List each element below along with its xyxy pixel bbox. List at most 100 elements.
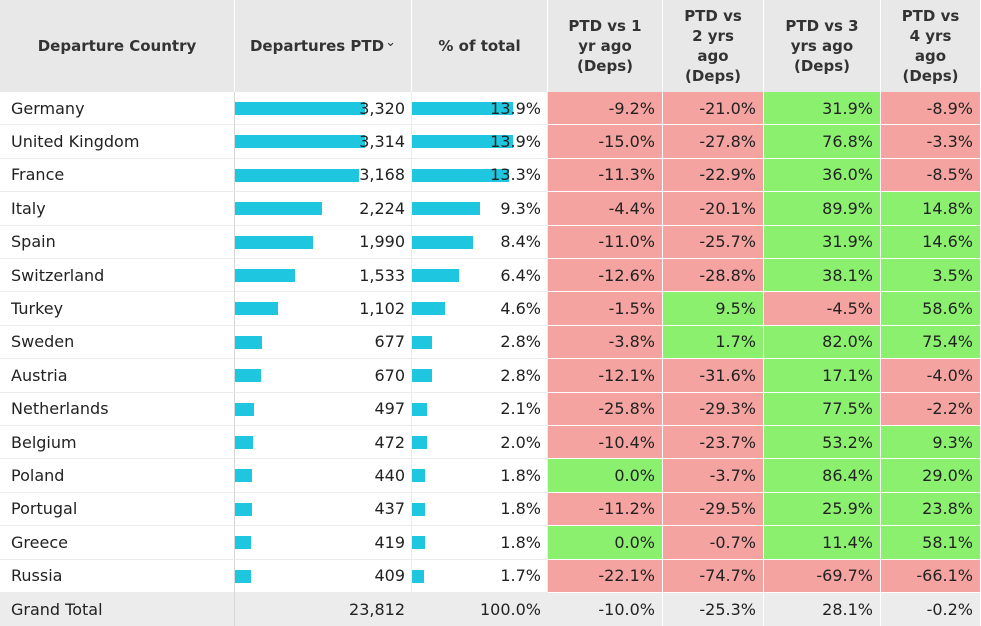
departures-cell: 437 (235, 492, 412, 527)
change-vs2-cell: -3.7% (663, 459, 764, 493)
table-row: Poland 440 1.8% 0.0% -3.7% 86.4% 29.0% (0, 459, 981, 493)
change-vs2-cell: -22.9% (663, 158, 764, 193)
share-bar (412, 335, 433, 349)
share-value: 2.0% (500, 432, 541, 452)
change-vs1-cell: -12.1% (548, 359, 663, 393)
header-departures[interactable]: Departures PTD ⌄ (235, 0, 412, 92)
change-vs1-cell: -12.6% (548, 259, 663, 293)
share-value: 100.0% (479, 600, 541, 620)
share-bar (412, 569, 425, 583)
departures-value: 2,224 (359, 198, 405, 218)
share-bar (412, 302, 446, 316)
country-cell: Spain (0, 225, 235, 259)
share-bar (412, 369, 433, 383)
grand-total-row: Grand Total 23,812 100.0% -10.0% -25.3% 28.1%… (0, 593, 981, 626)
country-cell: Italy (0, 192, 235, 226)
table-row: France 3,168 13.3% -11.3% -22.9% 36.0% -8.5% (0, 158, 981, 193)
change-vs3-cell: 11.4% (764, 526, 881, 560)
departures-value: 440 (374, 466, 405, 486)
country-cell: Grand Total (0, 593, 235, 626)
departures-cell: 497 (235, 392, 412, 426)
change-vs3-cell: 89.9% (764, 192, 881, 226)
country-cell: United Kingdom (0, 125, 235, 159)
change-vs4-cell: 9.3% (881, 426, 981, 460)
table-row: Portugal 437 1.8% -11.2% -29.5% 25.9% 23.8% (0, 492, 981, 527)
table-row: Russia 409 1.7% -22.1% -74.7% -69.7% -66.1% (0, 559, 981, 593)
share-value: 1.8% (500, 499, 541, 519)
departures-cell: 409 (235, 559, 412, 593)
share-value: 1.7% (500, 566, 541, 586)
table-row: United Kingdom 3,314 13.9% -15.0% -27.8% 76.8… (0, 125, 981, 159)
share-bar (412, 202, 480, 216)
table-row: Switzerland 1,533 6.4% -12.6% -28.8% 38.1% 3.5… (0, 259, 981, 293)
change-vs4-cell: -8.5% (881, 158, 981, 193)
departures-bar (235, 502, 253, 516)
header-vs-2yr[interactable]: PTD vs 2 yrs ago (Deps) (663, 0, 764, 92)
change-vs3-cell: -69.7% (764, 559, 881, 593)
departures-value: 1,102 (359, 299, 405, 319)
change-vs2-cell: -23.7% (663, 426, 764, 460)
share-cell: 1.8% (412, 526, 548, 560)
change-vs3-cell: 38.1% (764, 259, 881, 293)
country-cell: Greece (0, 526, 235, 560)
share-cell: 2.8% (412, 325, 548, 360)
country-cell: Switzerland (0, 259, 235, 293)
header-share-label: % of total (438, 37, 521, 55)
departures-cell: 440 (235, 459, 412, 493)
country-cell: Poland (0, 459, 235, 493)
header-country[interactable]: Departure Country (0, 0, 235, 92)
change-vs4-cell: 3.5% (881, 259, 981, 293)
share-value: 1.8% (500, 466, 541, 486)
departures-bar (235, 569, 251, 583)
change-vs3-cell: -4.5% (764, 292, 881, 326)
departures-cell: 419 (235, 526, 412, 560)
share-bar (412, 469, 426, 483)
share-bar (412, 269, 459, 282)
share-bar (412, 168, 509, 182)
share-cell: 13.9% (412, 92, 548, 126)
change-vs4-cell: -2.2% (881, 392, 981, 426)
header-vs-4yr[interactable]: PTD vs 4 yrs ago (Deps) (881, 0, 981, 92)
change-vs2-cell: -25.7% (663, 225, 764, 259)
share-cell: 1.7% (412, 559, 548, 593)
header-share[interactable]: % of total (412, 0, 548, 92)
country-cell: Belgium (0, 426, 235, 460)
change-vs3-cell: 82.0% (764, 325, 881, 360)
share-cell: 2.8% (412, 359, 548, 393)
share-bar (412, 436, 427, 449)
change-vs3-cell: 76.8% (764, 125, 881, 159)
departures-value: 419 (374, 532, 405, 552)
departures-cell: 2,224 (235, 192, 412, 226)
share-cell: 8.4% (412, 225, 548, 259)
change-vs2-cell: -21.0% (663, 92, 764, 126)
departures-bar (235, 235, 313, 249)
share-value: 13.3% (490, 165, 541, 185)
share-cell: 4.6% (412, 292, 548, 326)
header-vs-3yr[interactable]: PTD vs 3 yrs ago (Deps) (764, 0, 881, 92)
change-vs2-cell: -25.3% (663, 593, 764, 626)
departures-value: 3,168 (359, 165, 405, 185)
country-cell: Portugal (0, 492, 235, 527)
share-bar (412, 536, 426, 550)
change-vs1-cell: -11.0% (548, 225, 663, 259)
change-vs1-cell: -22.1% (548, 559, 663, 593)
share-cell: 2.1% (412, 392, 548, 426)
change-vs1-cell: -3.8% (548, 325, 663, 360)
share-value: 2.1% (500, 399, 541, 419)
departures-value: 497 (374, 399, 405, 419)
departures-value: 1,990 (359, 232, 405, 252)
share-cell: 9.3% (412, 192, 548, 226)
change-vs3-cell: 17.1% (764, 359, 881, 393)
header-vs-1yr[interactable]: PTD vs 1 yr ago (Deps) (548, 0, 663, 92)
departures-bar (235, 102, 365, 115)
change-vs1-cell: -10.4% (548, 426, 663, 460)
sort-descending-icon[interactable]: ⌄ (385, 35, 397, 50)
share-cell: 13.9% (412, 125, 548, 159)
share-cell: 6.4% (412, 259, 548, 293)
departures-cell: 3,168 (235, 158, 412, 193)
departures-cell: 1,990 (235, 225, 412, 259)
departures-value: 1,533 (359, 265, 405, 285)
table-row: Germany 3,320 13.9% -9.2% -21.0% 31.9% -8.9% (0, 92, 981, 126)
share-bar (412, 235, 474, 249)
